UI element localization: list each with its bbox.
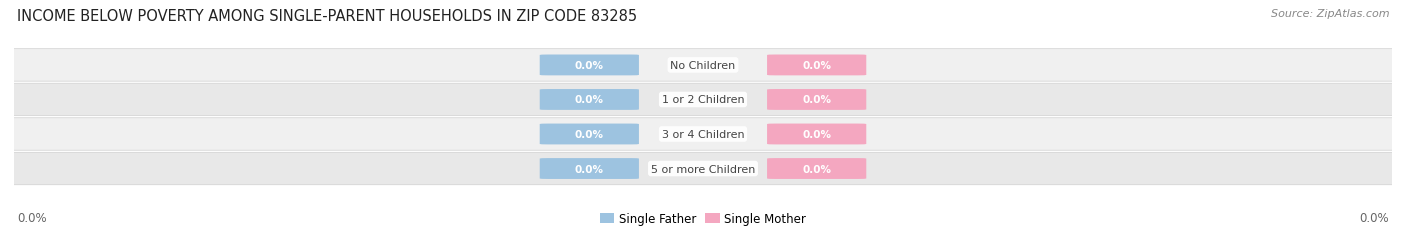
- FancyBboxPatch shape: [540, 124, 638, 145]
- Text: 5 or more Children: 5 or more Children: [651, 164, 755, 174]
- FancyBboxPatch shape: [0, 153, 1406, 185]
- FancyBboxPatch shape: [768, 158, 866, 179]
- Text: 0.0%: 0.0%: [803, 95, 831, 105]
- Legend: Single Father, Single Mother: Single Father, Single Mother: [600, 212, 806, 225]
- FancyBboxPatch shape: [0, 84, 1406, 116]
- FancyBboxPatch shape: [540, 158, 638, 179]
- Text: 3 or 4 Children: 3 or 4 Children: [662, 129, 744, 139]
- FancyBboxPatch shape: [768, 124, 866, 145]
- Text: 1 or 2 Children: 1 or 2 Children: [662, 95, 744, 105]
- Text: 0.0%: 0.0%: [803, 164, 831, 174]
- Text: 0.0%: 0.0%: [803, 61, 831, 71]
- FancyBboxPatch shape: [540, 55, 638, 76]
- FancyBboxPatch shape: [0, 49, 1406, 82]
- Text: Source: ZipAtlas.com: Source: ZipAtlas.com: [1271, 9, 1389, 19]
- Text: 0.0%: 0.0%: [17, 211, 46, 224]
- Text: INCOME BELOW POVERTY AMONG SINGLE-PARENT HOUSEHOLDS IN ZIP CODE 83285: INCOME BELOW POVERTY AMONG SINGLE-PARENT…: [17, 9, 637, 24]
- Text: 0.0%: 0.0%: [575, 129, 603, 139]
- Text: 0.0%: 0.0%: [803, 129, 831, 139]
- Text: 0.0%: 0.0%: [575, 61, 603, 71]
- FancyBboxPatch shape: [0, 118, 1406, 151]
- FancyBboxPatch shape: [540, 90, 638, 110]
- Text: No Children: No Children: [671, 61, 735, 71]
- FancyBboxPatch shape: [768, 90, 866, 110]
- Text: 0.0%: 0.0%: [575, 164, 603, 174]
- FancyBboxPatch shape: [768, 55, 866, 76]
- Text: 0.0%: 0.0%: [575, 95, 603, 105]
- Text: 0.0%: 0.0%: [1360, 211, 1389, 224]
